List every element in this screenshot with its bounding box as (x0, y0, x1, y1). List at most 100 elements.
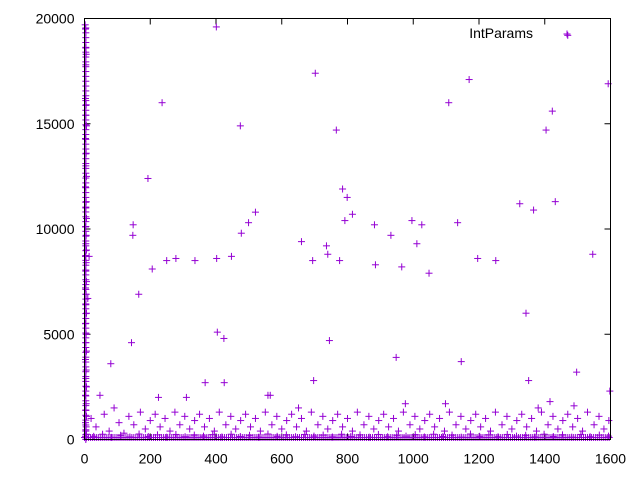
data-point (220, 379, 228, 387)
x-axis-ticks: 0 200 400 600 800 1000 1200 1400 1600 (81, 18, 626, 467)
data-point (322, 242, 330, 250)
data-point (530, 206, 538, 214)
data-point (182, 393, 190, 401)
data-point (115, 419, 123, 427)
plot-frame (84, 18, 611, 440)
data-point (245, 219, 253, 227)
data-point (513, 417, 521, 425)
data-point (589, 250, 597, 258)
x-tick-label: 400 (204, 451, 228, 467)
data-point (307, 408, 315, 416)
data-point (278, 425, 286, 433)
data-point (334, 410, 342, 418)
data-point (579, 427, 587, 435)
data-point (537, 408, 545, 416)
data-point (360, 421, 368, 429)
data-point (309, 257, 317, 265)
data-point (564, 410, 572, 418)
data-point (154, 393, 162, 401)
data-point (261, 408, 269, 416)
data-point (548, 107, 556, 115)
data-point (546, 398, 554, 406)
data-point (136, 408, 144, 416)
data-point (418, 221, 426, 229)
data-point (200, 423, 208, 431)
data-point (452, 421, 460, 429)
data-point (411, 412, 419, 420)
data-point (293, 423, 301, 431)
data-point (385, 423, 393, 431)
data-point (590, 421, 598, 429)
data-point (570, 402, 578, 410)
data-point (251, 208, 259, 216)
data-point (273, 412, 281, 420)
data-point (522, 309, 530, 317)
data-point (465, 76, 473, 84)
data-point (268, 421, 276, 429)
data-point (166, 427, 174, 435)
data-point (344, 414, 351, 422)
data-point (196, 410, 204, 418)
data-point (85, 252, 93, 260)
x-tick-label: 1400 (529, 451, 560, 467)
data-point (492, 257, 500, 265)
data-point (227, 412, 235, 420)
data-point (551, 198, 559, 206)
data-point (605, 417, 613, 425)
data-point (394, 427, 402, 435)
data-point (297, 238, 305, 246)
data-point (141, 425, 149, 433)
data-point (220, 334, 228, 342)
data-point (491, 408, 499, 416)
data-point (324, 250, 332, 258)
data-point (472, 410, 480, 418)
y-tick-label: 20000 (36, 11, 75, 27)
data-point (144, 174, 152, 182)
data-point (92, 423, 100, 431)
data-point (542, 126, 550, 134)
data-point (371, 261, 379, 269)
data-point (172, 254, 180, 262)
x-tick-label: 1200 (463, 451, 494, 467)
data-point (583, 408, 591, 416)
x-tick-label: 800 (336, 451, 360, 467)
data-point (353, 408, 361, 416)
data-point (128, 339, 136, 347)
data-point (398, 263, 406, 271)
data-point (457, 412, 465, 420)
data-point (256, 427, 264, 435)
data-point (425, 269, 433, 277)
x-tick-label: 600 (270, 451, 294, 467)
data-point (477, 423, 485, 431)
data-point (544, 421, 552, 429)
data-point (129, 231, 137, 239)
data-point (247, 423, 255, 431)
data-point (431, 423, 439, 431)
data-point (348, 210, 356, 218)
data-point (186, 425, 194, 433)
data-point (319, 412, 327, 420)
legend-marker-symbol (563, 30, 571, 38)
data-point (440, 427, 448, 435)
data-point (110, 404, 118, 412)
data-point (370, 425, 378, 433)
data-point (210, 427, 218, 435)
data-point (416, 425, 424, 433)
data-point (213, 328, 221, 336)
data-point (332, 126, 340, 134)
data-point (156, 423, 164, 431)
data-point (559, 417, 567, 425)
data-point (467, 417, 475, 425)
data-point (314, 421, 322, 429)
y-axis-ticks: 0 5000 10000 15000 20000 (36, 11, 611, 448)
legend-marker (563, 30, 571, 38)
data-point (148, 265, 156, 273)
data-point (487, 427, 495, 435)
data-point (457, 358, 465, 366)
data-point (387, 231, 395, 239)
data-point (237, 417, 245, 425)
data-point (146, 417, 154, 425)
data-point (105, 427, 113, 435)
data-point (297, 414, 305, 422)
data-point (508, 425, 516, 433)
